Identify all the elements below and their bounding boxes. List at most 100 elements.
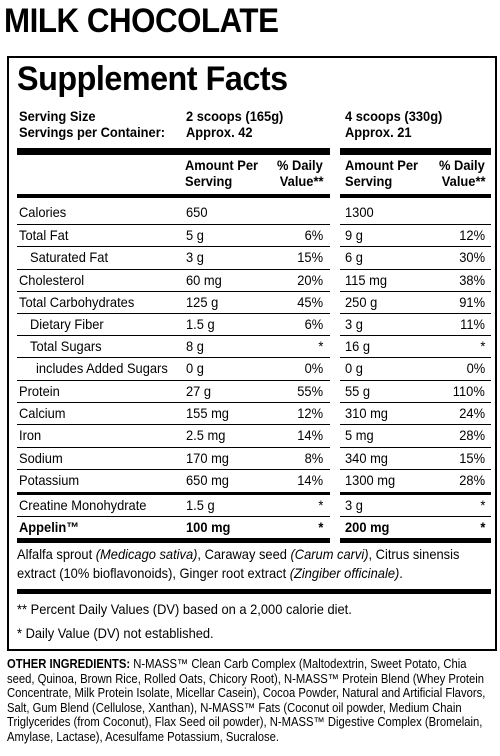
facts-title: Supplement Facts bbox=[17, 60, 288, 98]
amount-b: 5 mg bbox=[345, 427, 374, 443]
amount-b: 6 g bbox=[345, 249, 363, 265]
amount-b: 340 mg bbox=[345, 450, 388, 466]
row-rule-a bbox=[17, 291, 330, 292]
daily-value-a: 6% bbox=[304, 316, 323, 332]
blend-line-1-part-3: , Caraway seed bbox=[197, 546, 291, 562]
nutrient-name: Potassium bbox=[19, 472, 80, 488]
amount-a: 27 g bbox=[186, 383, 212, 399]
daily-value-b: 28% bbox=[459, 427, 485, 443]
amount-b: 55 g bbox=[345, 383, 371, 399]
amount-a: 155 mg bbox=[186, 405, 229, 421]
row-rule-a bbox=[17, 402, 330, 403]
footnote-percent-dv: ** Percent Daily Values (DV) based on a … bbox=[17, 601, 352, 617]
amount-a: 2.5 mg bbox=[186, 427, 226, 443]
row-rule-a bbox=[17, 335, 330, 336]
amount-a: 170 mg bbox=[186, 450, 229, 466]
daily-value-b: 12% bbox=[459, 227, 485, 243]
row-rule-b bbox=[340, 313, 491, 314]
thick-rule-a bbox=[17, 148, 330, 155]
daily-value-b: 110% bbox=[453, 383, 485, 399]
amount-a: 1.5 g bbox=[186, 316, 215, 332]
row-rule-a bbox=[17, 424, 330, 425]
nutrient-name: Total Carbohydrates bbox=[19, 294, 135, 310]
daily-value-b: 11% bbox=[460, 316, 485, 332]
row-rule-b bbox=[340, 402, 491, 403]
serving-size-b: 4 scoops (330g) bbox=[345, 108, 443, 124]
daily-value-a: 14% bbox=[297, 472, 323, 488]
daily-value-a: 8% bbox=[304, 450, 323, 466]
nutrient-name: Calcium bbox=[19, 405, 66, 421]
daily-value-a: * bbox=[317, 519, 323, 535]
blend-line-2-part-3: . bbox=[399, 565, 403, 581]
row-rule-b bbox=[340, 269, 491, 270]
nutrient-name: Sodium bbox=[19, 450, 63, 466]
amount-a: 3 g bbox=[186, 249, 204, 265]
serving-size-label: Serving Size bbox=[19, 108, 96, 124]
row-rule-b bbox=[340, 380, 491, 381]
amount-b: 3 g bbox=[345, 316, 363, 332]
serving-size-a: 2 scoops (165g) bbox=[186, 108, 284, 124]
amount-a: 0 g bbox=[186, 360, 204, 376]
daily-value-a: 55% bbox=[297, 383, 323, 399]
row-rule-b bbox=[340, 447, 491, 448]
blend-line-1-part-1: Alfalfa sprout bbox=[17, 546, 96, 562]
daily-value-a: 14% bbox=[297, 427, 323, 443]
daily-value-b: 24% bbox=[459, 405, 485, 421]
row-rule-b bbox=[340, 516, 491, 517]
amount-a: 8 g bbox=[186, 338, 204, 354]
daily-value-b: 0% bbox=[466, 360, 485, 376]
row-rule-a bbox=[17, 538, 330, 543]
row-rule-b bbox=[340, 246, 491, 247]
blend-line-2-part-1: extract (10% bioflavonoids), Ginger root… bbox=[17, 565, 290, 581]
amount-b: 1300 bbox=[345, 204, 374, 220]
amount-b: 1300 mg bbox=[345, 472, 396, 488]
product-title: MILK CHOCOLATE bbox=[4, 2, 279, 40]
row-rule-b bbox=[340, 357, 491, 358]
daily-value-b: 30% bbox=[459, 249, 485, 265]
nutrient-name: Dietary Fiber bbox=[30, 316, 104, 332]
nutrient-name: Calories bbox=[19, 204, 67, 220]
thick-rule-b bbox=[340, 148, 491, 155]
daily-value-a: * bbox=[317, 497, 323, 513]
daily-value-b: 91% bbox=[459, 294, 485, 310]
daily-value-a: 6% bbox=[304, 227, 323, 243]
row-rule-a bbox=[17, 492, 330, 495]
blend-line-1-part-5: , Citrus sinensis bbox=[368, 546, 460, 562]
blend-line-2-part-2: (Zingiber officinale) bbox=[289, 565, 400, 581]
daily-value-a: 15% bbox=[297, 249, 323, 265]
amount-header-a-line2: Serving bbox=[185, 173, 233, 189]
row-rule-a bbox=[17, 380, 330, 381]
row-rule-a bbox=[17, 224, 330, 225]
amount-b: 3 g bbox=[345, 497, 363, 513]
amount-a: 650 bbox=[186, 204, 208, 220]
header-rule-b bbox=[340, 194, 491, 198]
amount-b: 310 mg bbox=[345, 405, 388, 421]
footnote-dv-not-established: * Daily Value (DV) not established. bbox=[17, 625, 214, 641]
other-ingredients: OTHER INGREDIENTS: N-MASS™ Clean Carb Co… bbox=[7, 657, 493, 745]
nutrient-name: Total Fat bbox=[19, 227, 69, 243]
amount-a: 60 mg bbox=[186, 272, 222, 288]
daily-value-a: 20% bbox=[297, 272, 323, 288]
nutrient-name: Cholesterol bbox=[19, 272, 85, 288]
header-rule-a bbox=[17, 194, 330, 198]
row-rule-b bbox=[340, 291, 491, 292]
row-rule-a bbox=[17, 469, 330, 470]
daily-value-b: * bbox=[479, 497, 485, 513]
amount-header-a-line1: Amount Per bbox=[185, 157, 258, 173]
nutrient-name: Saturated Fat bbox=[30, 249, 109, 265]
ingredients-label: OTHER INGREDIENTS: bbox=[7, 657, 131, 671]
daily-value-a: 45% bbox=[297, 294, 323, 310]
servings-b: Approx. 21 bbox=[345, 124, 412, 140]
footnote-rule bbox=[17, 589, 491, 594]
row-rule-b bbox=[340, 469, 491, 470]
amount-header-b-line2: Serving bbox=[345, 173, 393, 189]
nutrient-name: Total Sugars bbox=[30, 338, 102, 354]
row-rule-b bbox=[340, 424, 491, 425]
row-rule-a bbox=[17, 357, 330, 358]
nutrient-name: Protein bbox=[19, 383, 60, 399]
amount-a: 100 mg bbox=[186, 519, 231, 535]
ingredients-text: N-MASS™ Clean Carb Complex (Maltodextrin… bbox=[7, 657, 486, 744]
nutrient-name: Iron bbox=[19, 427, 42, 443]
nutrient-name: Creatine Monohydrate bbox=[19, 497, 147, 513]
servings-a: Approx. 42 bbox=[186, 124, 253, 140]
